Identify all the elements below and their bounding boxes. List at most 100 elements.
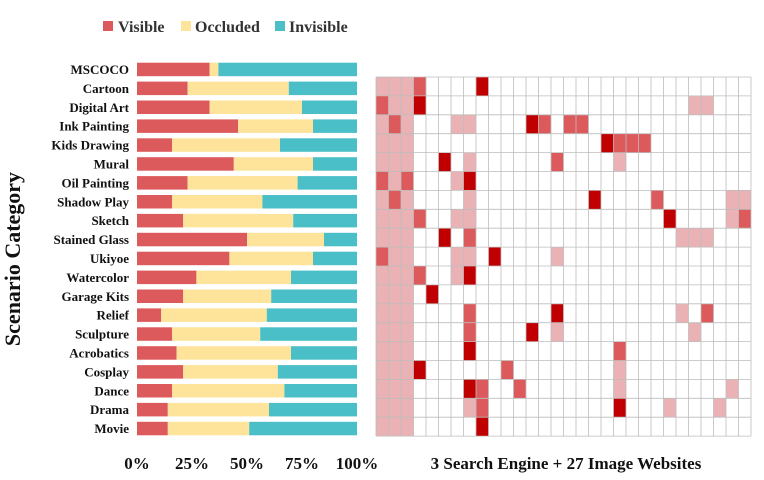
heat-cell-oil-painting-0: [376, 171, 389, 191]
heat-cell-ink-painting-13: [538, 114, 551, 134]
bar-invisible-oil-painting: [297, 176, 357, 190]
heatmap-x-label: 3 Search Engine + 27 Image Websites: [431, 454, 702, 473]
heat-cell-stained-glass-25: [688, 228, 701, 248]
bar-visible-oil-painting: [137, 176, 188, 190]
bar-visible-digital-art: [137, 100, 210, 114]
bar-visible-movie: [137, 421, 168, 436]
heat-cell-sketch-6: [451, 209, 464, 229]
y-axis-title: Scenario Category: [0, 172, 25, 346]
heat-cell-sketch-29: [738, 209, 751, 229]
heat-cell-mural-1: [388, 152, 401, 172]
bar-visible-stained-glass: [137, 232, 247, 247]
heat-cell-cartoon-2: [401, 77, 414, 96]
heat-cell-cosplay-2: [401, 360, 414, 380]
heat-cell-cartoon-1: [388, 77, 401, 96]
heat-cell-drama-27: [713, 398, 726, 418]
heat-cell-digital-art-25: [688, 95, 701, 115]
bar-invisible-shadow-play: [262, 195, 357, 209]
legend-swatch-visible: [103, 21, 113, 31]
heat-cell-movie-2: [401, 417, 414, 437]
heat-cell-stained-glass-7: [463, 228, 476, 248]
category-label-ukiyoe: Ukiyoe: [90, 251, 129, 266]
bar-occluded-garage-kits: [183, 289, 272, 303]
heat-cell-dance-2: [401, 379, 414, 399]
category-label-garage-kits: Garage Kits: [61, 289, 129, 304]
x-tick-2: 50%: [230, 454, 264, 473]
bar-occluded-mscoco: [209, 62, 219, 77]
heat-cell-ukiyoe-2: [401, 247, 414, 266]
category-label-ink-painting: Ink Painting: [59, 119, 129, 134]
x-tick-4: 100%: [336, 454, 379, 473]
bar-occluded-ukiyoe: [229, 251, 313, 266]
bar-invisible-drama: [269, 402, 357, 417]
category-label-sketch: Sketch: [91, 213, 129, 228]
category-label-mscoco: MSCOCO: [71, 62, 130, 77]
legend-label-visible: Visible: [118, 19, 165, 36]
bar-occluded-stained-glass: [247, 232, 324, 247]
heat-cell-dance-8: [476, 379, 489, 399]
legend: Visible Occluded Invisible: [103, 19, 348, 36]
bar-occluded-oil-painting: [187, 176, 298, 190]
bar-invisible-dance: [284, 384, 357, 398]
heat-cell-digital-art-2: [401, 95, 414, 115]
bar-invisible-mscoco: [218, 62, 357, 77]
bar-occluded-mural: [233, 157, 313, 171]
heat-cell-kids-drawing-20: [626, 133, 639, 153]
heat-cell-dance-7: [463, 379, 476, 399]
bar-occluded-dance: [172, 384, 285, 398]
heat-cell-oil-painting-7: [463, 171, 476, 191]
category-labels: MSCOCO Cartoon Digital Art Ink Painting Kids…: [51, 62, 129, 436]
heat-cell-kids-drawing-1: [388, 133, 401, 153]
bar-visible-kids-drawing: [137, 138, 173, 152]
heat-cell-mural-2: [401, 152, 414, 172]
heat-cell-garage-kits-2: [401, 284, 414, 304]
bar-visible-drama: [137, 402, 168, 417]
heat-cell-sketch-2: [401, 209, 414, 229]
heat-cell-stained-glass-2: [401, 228, 414, 248]
heat-cell-sculpture-2: [401, 322, 414, 342]
heat-cell-cosplay-1: [388, 360, 401, 380]
category-label-drama: Drama: [90, 402, 129, 417]
heat-cell-oil-painting-1: [388, 171, 401, 191]
bar-invisible-garage-kits: [271, 289, 357, 303]
heat-cell-kids-drawing-2: [401, 133, 414, 153]
bar-invisible-sculpture: [260, 327, 357, 341]
heat-cell-stained-glass-1: [388, 228, 401, 248]
heat-cell-relief-14: [551, 303, 564, 323]
heat-cell-acrobatics-1: [388, 341, 401, 361]
bar-visible-ukiyoe: [137, 251, 230, 266]
heat-cell-shadow-play-22: [651, 190, 664, 210]
heat-cell-watercolor-6: [451, 266, 464, 285]
bar-invisible-movie: [249, 421, 357, 436]
bar-invisible-watercolor: [291, 270, 357, 285]
bar-visible-mscoco: [137, 62, 210, 77]
bar-visible-dance: [137, 384, 173, 398]
heat-cell-sculpture-0: [376, 322, 389, 342]
heat-cell-kids-drawing-21: [638, 133, 651, 153]
heat-cell-watercolor-7: [463, 266, 476, 285]
heat-cell-drama-2: [401, 398, 414, 418]
heat-cell-drama-23: [663, 398, 676, 418]
bar-occluded-kids-drawing: [172, 138, 280, 152]
heat-cell-drama-19: [613, 398, 626, 418]
category-label-mural: Mural: [94, 156, 130, 171]
heat-cell-sculpture-7: [463, 322, 476, 342]
heat-cell-shadow-play-0: [376, 190, 389, 210]
category-label-sculpture: Sculpture: [75, 327, 129, 342]
heat-cell-stained-glass-26: [701, 228, 714, 248]
heat-cell-drama-7: [463, 398, 476, 418]
bar-invisible-cosplay: [277, 365, 357, 379]
heat-cell-digital-art-0: [376, 95, 389, 115]
bar-visible-sculpture: [137, 327, 173, 341]
category-label-kids-drawing: Kids Drawing: [51, 138, 129, 153]
heat-cell-drama-0: [376, 398, 389, 418]
bar-visible-garage-kits: [137, 289, 184, 303]
heat-cell-digital-art-3: [413, 95, 426, 115]
heat-cell-sculpture-12: [526, 322, 539, 342]
bar-invisible-ukiyoe: [313, 251, 357, 266]
heat-cell-relief-0: [376, 303, 389, 323]
heat-cell-drama-1: [388, 398, 401, 418]
stacked-bars: [137, 62, 357, 436]
bar-occluded-sketch: [183, 213, 294, 228]
